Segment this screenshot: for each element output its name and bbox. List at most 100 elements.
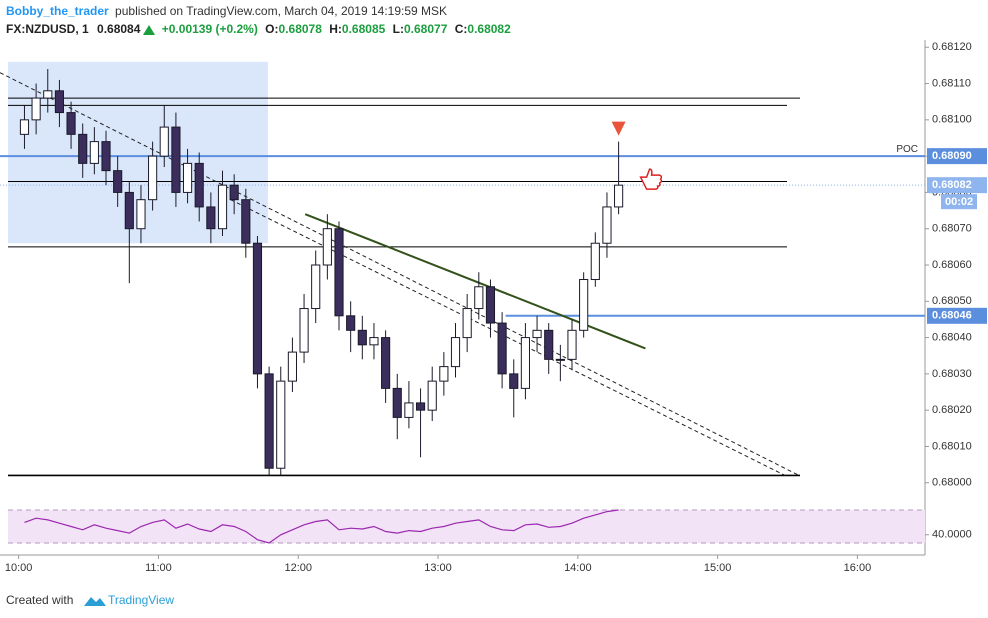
trendline [0, 72, 800, 476]
y-tick-label: 0.68100 [932, 114, 972, 126]
ohlc-key: C: [455, 22, 468, 36]
x-tick-label: 12:00 [284, 562, 312, 574]
countdown-box [941, 194, 977, 210]
countdown: 00:02 [945, 196, 973, 208]
y-tick-label: 0.68010 [932, 440, 972, 452]
candle-body [182, 162, 193, 193]
candle-body [171, 126, 181, 193]
candle-body [450, 337, 461, 368]
candle-body [78, 133, 88, 164]
candle-body [520, 337, 530, 389]
candle-body [427, 380, 437, 411]
last-price-label-box [927, 177, 987, 194]
y-tick-label: 0.68040 [932, 331, 972, 343]
tradingview-logo [84, 597, 106, 606]
last: 0.68084 [97, 22, 141, 36]
x-tick-label: 13:00 [424, 562, 452, 574]
up-arrow-icon [143, 25, 155, 35]
candle-body [206, 206, 216, 230]
candle-body [241, 199, 251, 244]
thumb-icon [639, 168, 663, 190]
candle-body [497, 322, 507, 375]
candle-body [357, 329, 367, 346]
candle-body [346, 315, 356, 331]
candle-body [439, 366, 449, 382]
ohlc-key: L: [393, 22, 404, 36]
y-tick-label: 0.68020 [932, 404, 972, 416]
candle-body [509, 373, 519, 389]
y-tick-label: 0.68110 [932, 77, 971, 89]
y-tick-label: 0.68070 [932, 223, 972, 235]
ohlc-value: 0.68082 [467, 22, 511, 36]
candle-body [43, 90, 53, 99]
candle-body [89, 141, 99, 164]
candle-body [66, 112, 76, 135]
candle-body [194, 162, 204, 208]
rsi-y-tick-label: 40.0000 [932, 529, 972, 541]
candle-body [462, 308, 472, 339]
candle-body [217, 184, 228, 230]
candle-body [299, 308, 309, 353]
candle-body [415, 402, 426, 411]
candle-body [381, 337, 391, 389]
rsi-line [24, 509, 619, 544]
publish-line: Bobby_the_trader published on TradingVie… [6, 4, 447, 18]
candle-body [31, 97, 41, 121]
x-tick-label: 10:00 [5, 562, 33, 574]
x-tick-label: 15:00 [704, 562, 732, 574]
candle-body [485, 286, 496, 324]
y-tick-label: 0.68120 [932, 41, 972, 53]
ohlc-value: 0.68077 [404, 22, 448, 36]
level-blue-price-label: 0.68046 [932, 310, 972, 322]
candle-body [590, 242, 600, 281]
x-tick-label: 11:00 [145, 562, 172, 574]
symbol-line: FX:NZDUSD, 1 0.68084 +0.00139 (+0.2%) O:… [6, 22, 511, 36]
candle-body [311, 264, 321, 310]
poc-price-label-box [927, 148, 987, 165]
poc-label: POC [896, 144, 918, 155]
poc-price-label: 0.68090 [932, 150, 972, 162]
ohlc-key: O: [265, 22, 278, 36]
candle-body [392, 387, 402, 418]
candle-body [276, 380, 286, 469]
candle-body [148, 155, 158, 201]
candle-body [54, 90, 64, 114]
ohlc-key: H: [329, 22, 342, 36]
y-tick-label: 0.68050 [932, 295, 972, 307]
created-with: Created with [6, 593, 73, 607]
x-tick-label: 16:00 [844, 562, 872, 574]
y-tick-label: 0.68060 [932, 259, 972, 271]
signal-arrow [611, 121, 626, 136]
candle-body [252, 242, 263, 375]
candle-body [101, 141, 111, 172]
author[interactable]: Bobby_the_trader [6, 4, 109, 18]
y-tick-label: 0.68000 [932, 477, 972, 489]
candle-body [322, 228, 332, 266]
candle-body [544, 329, 554, 360]
candle-body [229, 184, 239, 201]
candle-body [404, 402, 414, 418]
candle-body [567, 329, 577, 360]
y-tick-label: 0.68030 [932, 368, 972, 380]
symbol: FX:NZDUSD, 1 [6, 22, 89, 36]
last-price-label: 0.68082 [932, 179, 972, 191]
candle-body [474, 286, 484, 310]
candle-body [532, 329, 542, 339]
candle-body [113, 170, 123, 193]
candle-body [334, 228, 344, 317]
trendline [230, 199, 786, 476]
candle-body [287, 351, 297, 382]
brand[interactable]: TradingView [108, 593, 174, 607]
published: published on TradingView.com, March 04, … [115, 4, 447, 18]
candle-body [264, 373, 274, 469]
change: +0.00139 (+0.2%) [162, 22, 258, 36]
candle-body [555, 358, 565, 361]
candle-body [19, 119, 30, 135]
trendline [304, 213, 646, 350]
rsi-band [8, 509, 925, 544]
candle-body [614, 184, 624, 208]
ohlc-value: 0.68078 [279, 22, 323, 36]
candle-body [579, 279, 589, 331]
x-tick-label: 14:00 [564, 562, 592, 574]
